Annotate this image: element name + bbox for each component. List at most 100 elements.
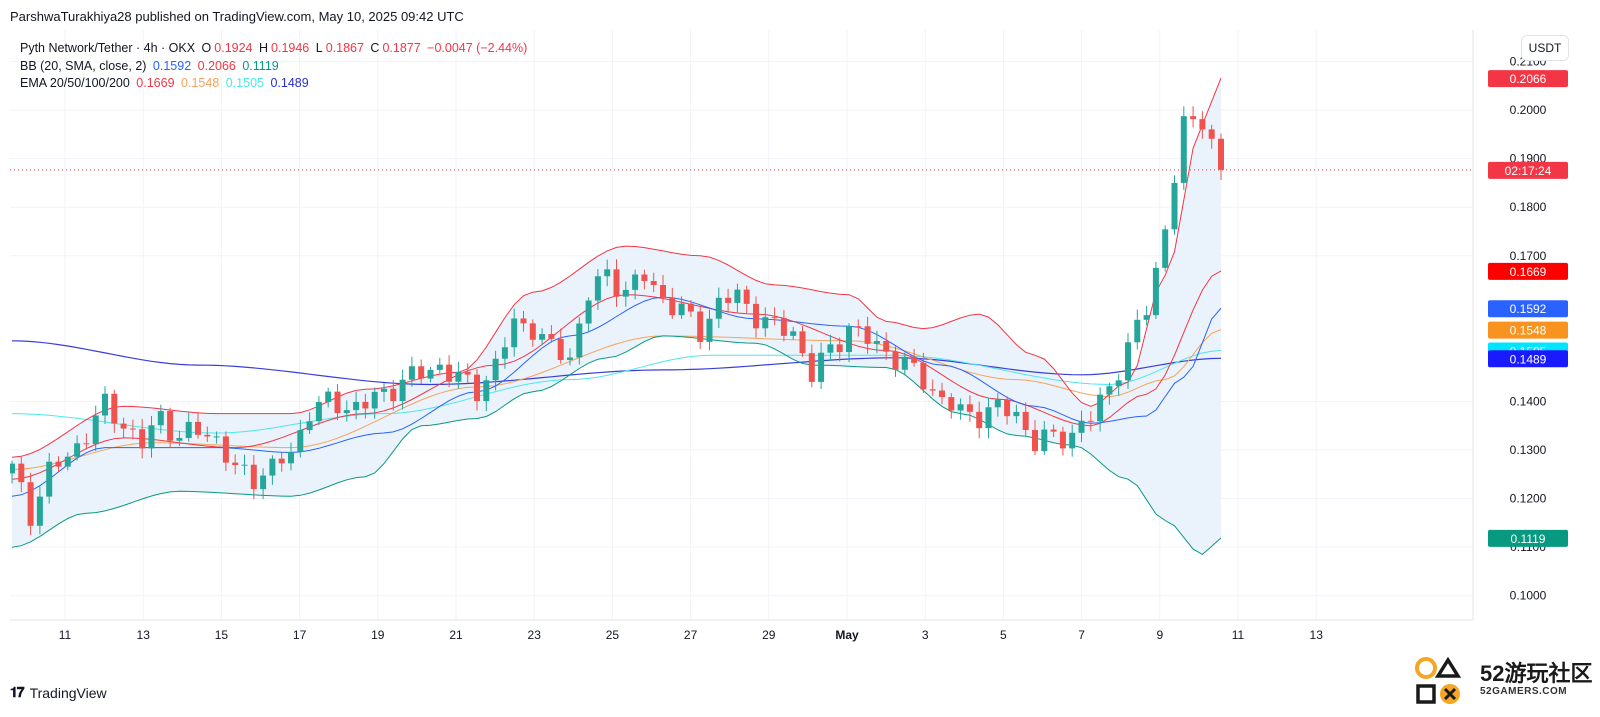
x-tick-label: 19	[371, 628, 385, 642]
x-tick-label: 15	[215, 628, 229, 642]
candle-body	[353, 401, 360, 411]
candle-body	[734, 289, 741, 303]
candle-body	[985, 407, 992, 429]
candle-body	[1171, 182, 1178, 230]
y-tick-label: 0.1200	[1510, 492, 1547, 506]
ema-label[interactable]: EMA 20/50/100/200	[20, 76, 130, 90]
bb-label[interactable]: BB (20, SMA, close, 2)	[20, 58, 147, 73]
x-tick-label: 21	[449, 628, 463, 642]
candle-body	[855, 326, 862, 328]
candle-body	[83, 443, 90, 445]
candle-body	[790, 331, 797, 336]
candle-body	[864, 326, 871, 344]
bb-upper-value: 0.2066	[197, 58, 236, 73]
bb-basis-line	[11, 296, 1222, 497]
candle-body	[622, 289, 629, 297]
close-value: 0.1877	[382, 41, 421, 55]
low-label: L	[315, 41, 323, 55]
x-tick-label: 23	[528, 628, 542, 642]
candle-body	[213, 436, 220, 438]
candle-body	[539, 334, 546, 340]
x-tick-label: May	[835, 628, 859, 642]
price-label: 0.1669	[1510, 265, 1547, 279]
candle-body	[1022, 411, 1029, 431]
candle-body	[1050, 429, 1057, 432]
candle-body	[594, 276, 601, 301]
candle-body	[873, 340, 880, 344]
candle-body	[436, 364, 443, 370]
price-chart[interactable]: 0.10000.11000.12000.13000.14000.17000.18…	[9, 30, 1575, 642]
x-tick-label: 27	[684, 628, 698, 642]
tradingview-logo[interactable]: 𝟏𝟕 TradingView	[10, 684, 107, 701]
candle-body	[901, 356, 908, 370]
change-value: −0.0047 (−2.44%)	[427, 41, 528, 55]
candle-body	[762, 317, 769, 329]
candle-body	[325, 391, 332, 402]
x-tick-label: 29	[762, 628, 776, 642]
candle-body	[427, 369, 434, 379]
candle-body	[743, 289, 750, 304]
candle-body	[529, 323, 536, 340]
price-label: 0.1592	[1510, 302, 1547, 316]
x-tick-label: 3	[922, 628, 929, 642]
legend-row-bb: BB (20, SMA, close, 2) 0.1592 0.2066 0.1…	[20, 58, 530, 76]
candle-body	[641, 274, 648, 282]
candle-body	[576, 323, 583, 358]
watermark: 52游玩社区 52GAMERS.COM	[1414, 652, 1600, 712]
candle-body	[994, 399, 1001, 408]
price-label-bg	[1488, 321, 1568, 339]
x-tick-label: 9	[1156, 628, 1163, 642]
candle-body	[548, 334, 555, 339]
ema200-line	[11, 340, 1222, 386]
candle-body	[9, 463, 15, 474]
candle-body	[706, 318, 713, 342]
candle-body	[1199, 119, 1206, 130]
candle-body	[1115, 380, 1122, 387]
candle-body	[148, 425, 155, 449]
currency-unit-button[interactable]: USDT	[1521, 35, 1569, 61]
candle-body	[892, 351, 899, 370]
candle-body	[632, 274, 639, 290]
candle-body	[1078, 420, 1085, 433]
candle-body	[418, 366, 425, 379]
open-value: 0.1924	[214, 41, 253, 55]
publisher-line: ParshwaTurakhiya28 published on TradingV…	[10, 9, 464, 24]
candle-body	[687, 303, 694, 312]
candle-body	[1218, 138, 1224, 170]
candle-body	[1106, 386, 1113, 395]
candle-body	[278, 458, 285, 464]
candle-body	[371, 391, 378, 409]
candle-body	[1069, 432, 1076, 449]
open-label: O	[201, 41, 212, 55]
chart-frame[interactable]: 0.1000 0.1100 0.1200 0.1300 0.1400 0.1700 0.18…	[9, 30, 1575, 642]
candle-body	[315, 401, 322, 422]
candle-body	[306, 421, 313, 431]
candle-body	[1059, 431, 1066, 449]
candle-body	[269, 458, 276, 476]
candle-body	[176, 437, 183, 441]
candle-body	[222, 436, 229, 463]
candle-body	[195, 421, 201, 435]
y-tick-label: 0.2000	[1510, 103, 1547, 117]
candle-body	[260, 475, 267, 490]
candle-body	[204, 434, 211, 437]
candle-body	[1004, 399, 1011, 417]
bb-upper-line	[11, 77, 1222, 458]
candle-body	[111, 393, 118, 424]
candle-body	[139, 429, 146, 449]
price-label-bg	[1488, 262, 1568, 280]
candle-body	[455, 372, 462, 382]
candle-body	[780, 318, 787, 336]
watermark-emblem-icon	[1415, 656, 1462, 704]
candle-body	[46, 461, 53, 497]
candle-body	[1190, 116, 1197, 120]
legend: Pyth Network/Tether · 4h · OKX O 0.1924 H…	[20, 40, 530, 93]
candle-body	[390, 388, 397, 402]
price-label-bg	[1488, 70, 1568, 88]
candle-body	[771, 317, 778, 319]
candle-body	[492, 358, 499, 381]
candle-body	[650, 281, 657, 286]
candle-body	[399, 379, 406, 402]
candle-body	[1041, 429, 1048, 452]
legend-symbol[interactable]: Pyth Network/Tether · 4h · OKX	[20, 41, 196, 55]
